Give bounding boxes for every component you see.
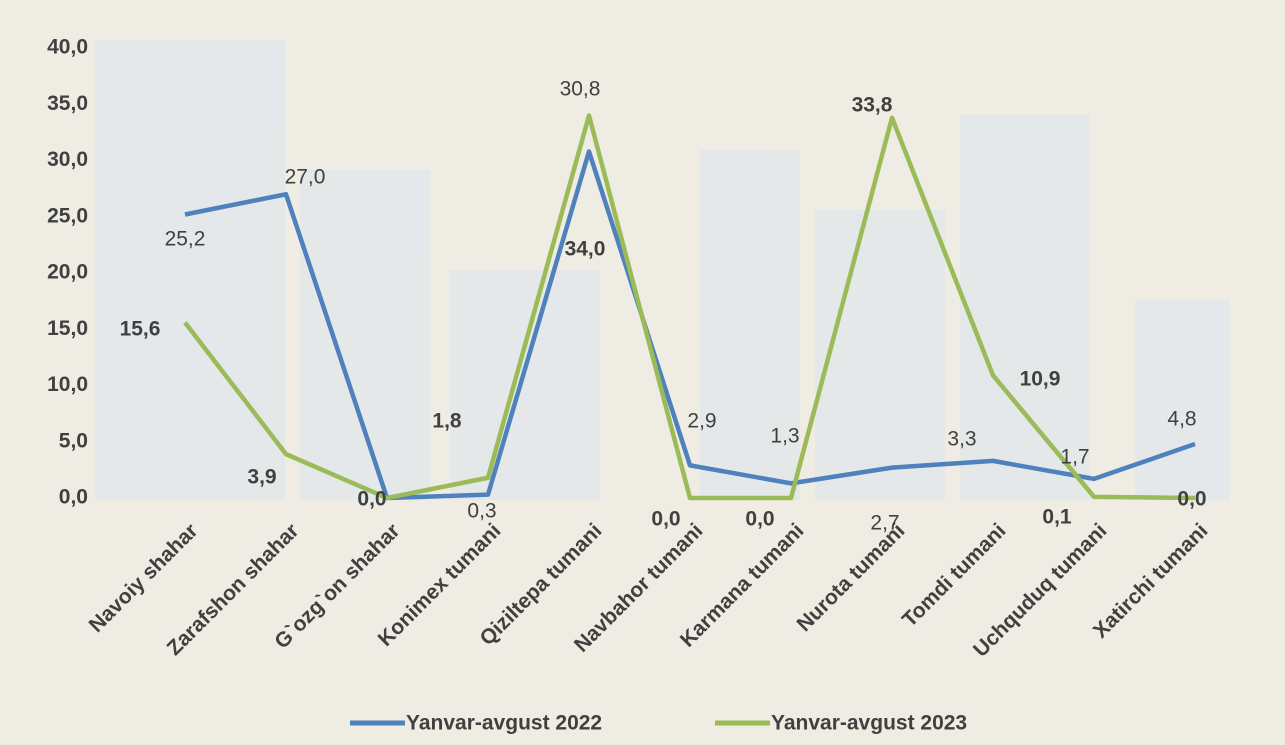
data-label: 0,0 — [357, 488, 386, 511]
x-tick-label: Tomdi tumani — [898, 519, 1011, 632]
data-label: 0,0 — [745, 508, 774, 531]
y-tick-label: 25,0 — [47, 204, 88, 227]
y-tick-label: 0,0 — [59, 486, 88, 509]
data-label: 15,6 — [120, 318, 161, 341]
y-tick-label: 35,0 — [47, 92, 88, 115]
y-tick-label: 30,0 — [47, 148, 88, 171]
y-tick-label: 40,0 — [47, 36, 88, 59]
data-label: 0,0 — [1177, 488, 1206, 511]
data-label: 34,0 — [565, 238, 606, 261]
series-line — [184, 149, 1196, 501]
data-label: 10,9 — [1020, 368, 1061, 391]
legend-label: Yanvar-avgust 2022 — [406, 712, 602, 735]
y-tick-label: 5,0 — [59, 429, 88, 452]
data-label: 3,9 — [247, 466, 276, 489]
data-label: 0,3 — [467, 500, 496, 523]
data-label: 33,8 — [852, 94, 893, 117]
y-tick-label: 10,0 — [47, 373, 88, 396]
data-label: 1,8 — [432, 410, 462, 433]
series-line — [183, 113, 1196, 501]
data-label: 0,0 — [651, 508, 680, 531]
data-label: 25,2 — [165, 228, 206, 251]
data-label: 27,0 — [285, 166, 326, 189]
y-tick-label: 20,0 — [47, 261, 88, 284]
data-label: 4,8 — [1167, 408, 1196, 431]
data-label: 0,1 — [1042, 506, 1072, 529]
background-buildings — [95, 40, 1230, 500]
data-label: 1,7 — [1060, 446, 1089, 469]
data-label: 3,3 — [947, 428, 976, 451]
x-tick-label: Nurota tumani — [793, 519, 910, 636]
data-label: 2,9 — [687, 410, 716, 433]
y-tick-label: 15,0 — [47, 317, 88, 340]
x-tick-label: Navoiy shahar — [85, 519, 203, 637]
data-label: 2,7 — [870, 512, 899, 535]
data-label: 30,8 — [560, 78, 601, 101]
data-label: 1,3 — [770, 425, 799, 448]
legend-label: Yanvar-avgust 2023 — [771, 712, 967, 735]
